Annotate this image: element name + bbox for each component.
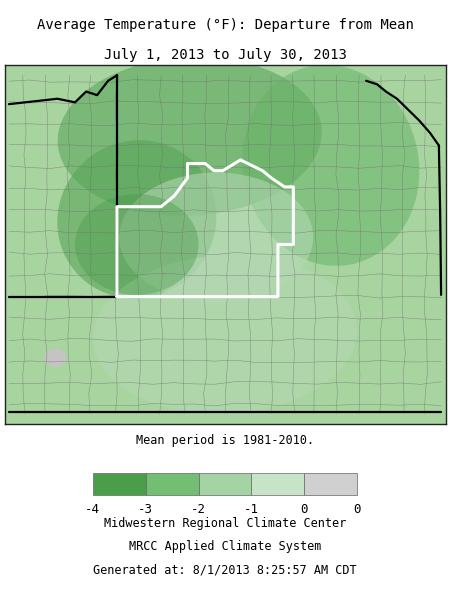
Text: -2: -2	[191, 503, 206, 516]
Bar	[146, 473, 198, 495]
Text: July 1, 2013 to July 30, 2013: July 1, 2013 to July 30, 2013	[104, 47, 346, 62]
Bar	[252, 473, 304, 495]
Ellipse shape	[58, 57, 322, 216]
Text: -4: -4	[85, 503, 100, 516]
Bar	[198, 473, 252, 495]
Ellipse shape	[75, 194, 198, 295]
Text: 0: 0	[354, 503, 361, 516]
Text: 0: 0	[301, 503, 308, 516]
Text: Generated at: 8/1/2013 8:25:57 AM CDT: Generated at: 8/1/2013 8:25:57 AM CDT	[93, 564, 357, 577]
Text: Midwestern Regional Climate Center: Midwestern Regional Climate Center	[104, 517, 346, 530]
Text: MRCC Applied Climate System: MRCC Applied Climate System	[129, 541, 321, 553]
Text: Mean period is 1981-2010.: Mean period is 1981-2010.	[136, 434, 314, 447]
Text: -3: -3	[138, 503, 153, 516]
Ellipse shape	[57, 140, 216, 298]
Bar	[93, 473, 146, 495]
Text: Average Temperature (°F): Departure from Mean: Average Temperature (°F): Departure from…	[36, 17, 414, 32]
Ellipse shape	[93, 255, 357, 414]
Text: -1: -1	[244, 503, 259, 516]
Ellipse shape	[242, 65, 419, 266]
Ellipse shape	[44, 349, 66, 367]
Ellipse shape	[119, 173, 313, 302]
Bar	[304, 473, 357, 495]
